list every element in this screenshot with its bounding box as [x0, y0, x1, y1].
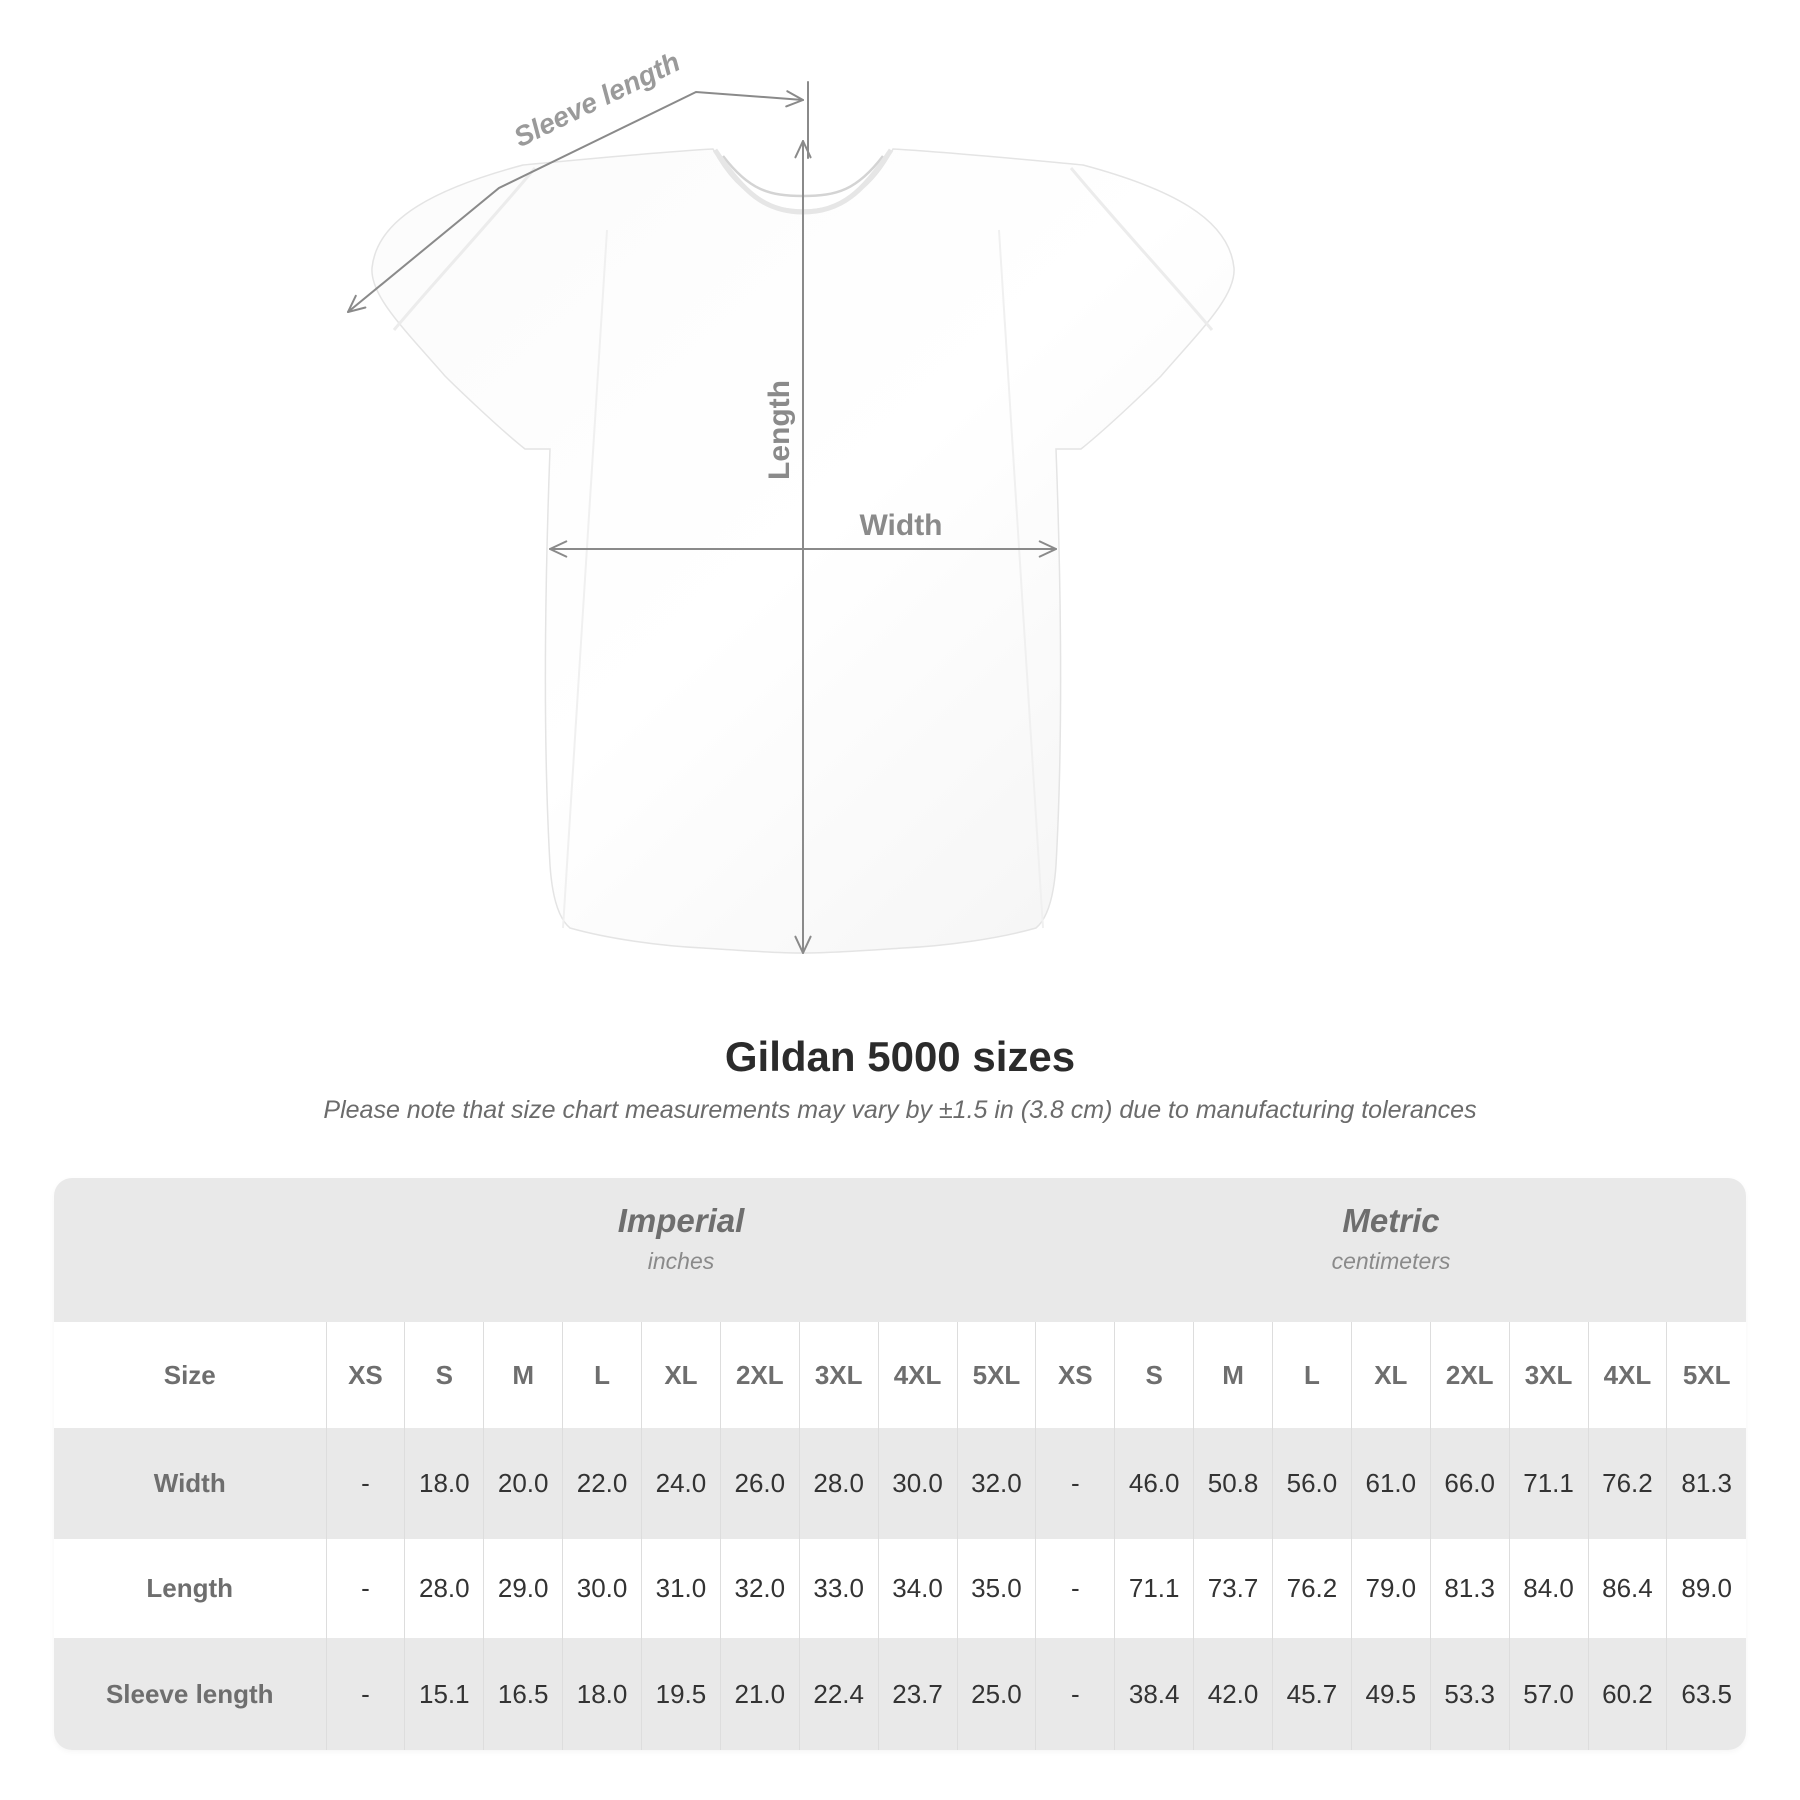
svg-text:Sleeve length: Sleeve length: [509, 46, 685, 153]
svg-text:Width: Width: [859, 509, 942, 542]
svg-text:Length: Length: [763, 380, 796, 480]
